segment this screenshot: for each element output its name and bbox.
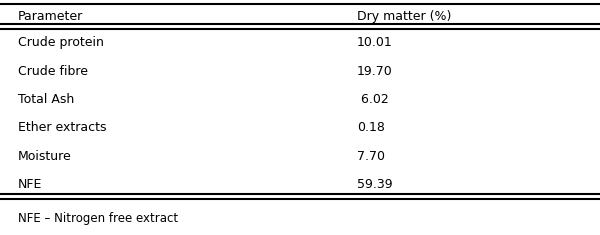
Text: 10.01: 10.01 [357, 36, 393, 49]
Text: Ether extracts: Ether extracts [18, 121, 107, 134]
Text: 6.02: 6.02 [357, 93, 389, 106]
Text: NFE – Nitrogen free extract: NFE – Nitrogen free extract [18, 212, 178, 225]
Text: Dry matter (%): Dry matter (%) [357, 10, 451, 23]
Text: 0.18: 0.18 [357, 121, 385, 134]
Text: Crude fibre: Crude fibre [18, 65, 88, 78]
Text: Crude protein: Crude protein [18, 36, 104, 49]
Text: Parameter: Parameter [18, 10, 83, 23]
Text: NFE: NFE [18, 178, 43, 191]
Text: 59.39: 59.39 [357, 178, 392, 191]
Text: Moisture: Moisture [18, 150, 72, 163]
Text: 19.70: 19.70 [357, 65, 393, 78]
Text: 7.70: 7.70 [357, 150, 385, 163]
Text: Total Ash: Total Ash [18, 93, 74, 106]
